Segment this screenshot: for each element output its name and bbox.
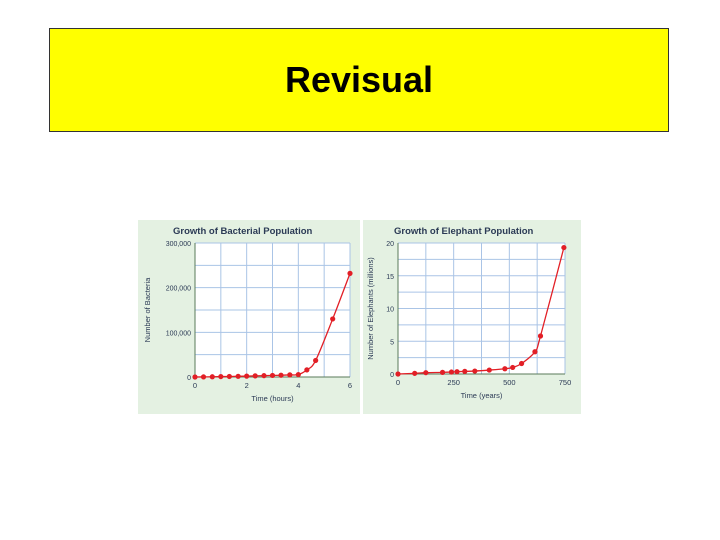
data-point [537, 333, 544, 339]
data-point [439, 369, 446, 375]
slide-title: Revisual [284, 59, 434, 100]
chart-title: Growth of Bacterial Population [173, 226, 313, 237]
elephant-chart: Growth of Elephant Population 0 250 500 750 0… [366, 226, 572, 400]
data-point [218, 373, 224, 380]
data-point [454, 369, 460, 375]
data-point [561, 244, 567, 251]
x-axis-label: Time (years) [461, 391, 503, 400]
x-tick-label: 6 [348, 381, 352, 390]
data-point [412, 370, 418, 376]
y-axis-label: Number of Bacteria [143, 277, 152, 342]
data-point [532, 349, 538, 355]
data-point [472, 368, 478, 374]
figure: Growth of Bacterial Population 0 2 4 6 0 100,0… [138, 220, 581, 414]
y-tick-label: 300,000 [166, 241, 191, 248]
data-point [518, 360, 525, 367]
data-point [244, 373, 250, 379]
y-tick-label: 200,000 [166, 286, 191, 293]
data-point [287, 372, 293, 378]
y-tick-label: 0 [390, 372, 394, 379]
data-point [226, 373, 232, 380]
data-point [261, 373, 267, 379]
bacteria-chart-panel: Growth of Bacterial Population 0 2 4 6 0 100,0… [138, 220, 360, 414]
data-point [510, 364, 516, 371]
data-point [448, 369, 455, 375]
x-tick-label: 500 [503, 378, 516, 387]
data-point [278, 372, 284, 378]
x-tick-label: 4 [296, 381, 300, 390]
data-point [209, 374, 215, 380]
data-point [295, 371, 301, 378]
y-tick-label: 5 [390, 339, 394, 346]
chart-divider [360, 220, 363, 414]
data-point [304, 367, 310, 373]
title-box: Revisual [49, 28, 669, 132]
data-point [423, 370, 429, 376]
bacteria-chart: Growth of Bacterial Population 0 2 4 6 0 100,0… [143, 226, 353, 403]
data-point [269, 372, 276, 379]
data-point [462, 368, 468, 374]
data-point [200, 374, 207, 380]
x-axis-label: Time (hours) [251, 394, 294, 403]
elephant-chart-panel: Growth of Elephant Population 0 250 500 750 0… [363, 220, 581, 414]
data-point [235, 373, 241, 379]
chart-title: Growth of Elephant Population [394, 226, 534, 237]
y-tick-label: 10 [386, 307, 394, 314]
y-tick-label: 20 [386, 241, 394, 248]
x-tick-label: 750 [559, 378, 572, 387]
data-point [330, 316, 336, 322]
data-point [502, 366, 508, 372]
x-tick-label: 0 [193, 381, 197, 390]
data-point [486, 367, 492, 373]
y-tick-label: 0 [187, 375, 191, 382]
data-point [192, 374, 198, 380]
x-tick-label: 0 [396, 378, 400, 387]
data-point [347, 270, 353, 276]
data-point [395, 371, 401, 377]
x-tick-label: 250 [447, 378, 460, 387]
data-point [252, 373, 258, 379]
y-tick-label: 15 [386, 274, 394, 281]
y-axis-label: Number of Elephants (millions) [366, 257, 375, 360]
x-tick-label: 2 [245, 381, 249, 390]
data-point [313, 357, 319, 364]
y-tick-label: 100,000 [166, 330, 191, 337]
